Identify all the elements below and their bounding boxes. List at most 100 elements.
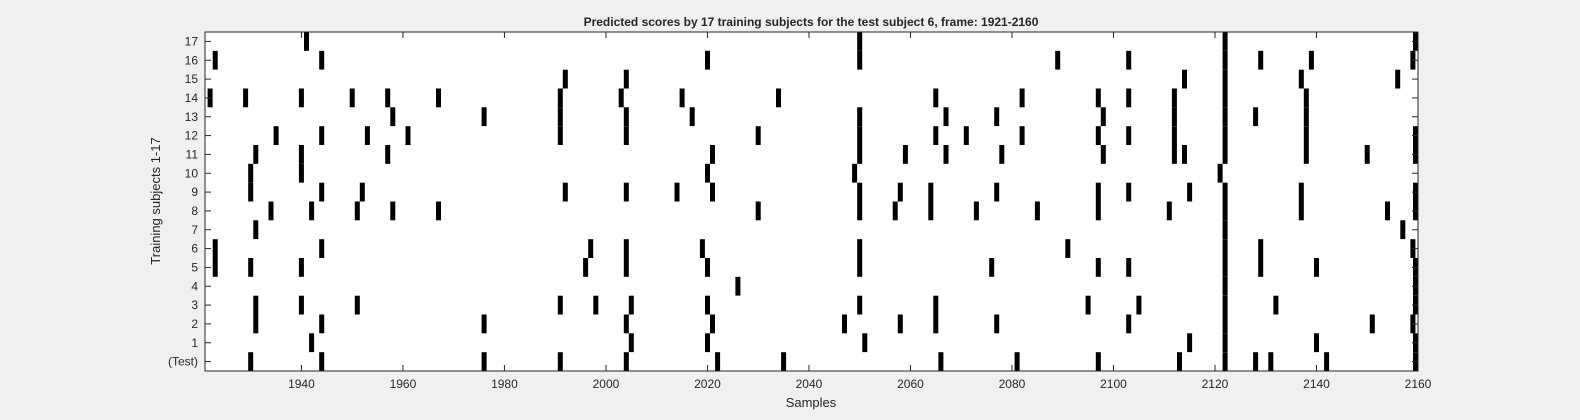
y-tick-label: 5 — [191, 260, 198, 274]
spike-mark — [298, 258, 304, 277]
y-tick-label: 14 — [185, 91, 199, 105]
x-tick-label: 2100 — [1100, 377, 1127, 391]
spike-mark — [623, 314, 629, 334]
spike-mark — [1222, 258, 1228, 277]
spike-mark — [857, 201, 863, 221]
spike-mark — [364, 126, 370, 145]
spike-mark — [1136, 295, 1142, 315]
spike-mark — [857, 32, 863, 51]
y-tick-label: 16 — [185, 53, 199, 67]
spike-mark — [1298, 69, 1304, 89]
spike-mark — [857, 239, 863, 258]
spike-mark — [390, 107, 396, 127]
spike-mark — [1222, 220, 1228, 240]
spike-mark — [212, 239, 218, 258]
spike-mark — [710, 314, 715, 334]
spike-mark — [1222, 239, 1228, 258]
spike-mark — [1303, 88, 1309, 108]
spike-mark — [309, 333, 315, 353]
spike-mark — [298, 145, 304, 164]
spike-mark — [1324, 352, 1330, 371]
spike-mark — [248, 163, 254, 183]
spike-mark — [933, 295, 939, 315]
spike-mark — [618, 88, 624, 108]
spike-mark — [623, 258, 629, 277]
spike-mark — [1222, 352, 1228, 371]
spike-mark — [1171, 126, 1177, 145]
spike-mark — [1364, 145, 1370, 164]
spike-mark — [1095, 88, 1101, 108]
spike-mark — [857, 126, 863, 145]
spike-mark — [1085, 295, 1091, 315]
spike-mark — [1222, 295, 1228, 315]
y-tick-label: 12 — [185, 129, 199, 143]
spike-mark — [319, 239, 325, 258]
spike-mark — [1100, 107, 1106, 127]
spike-mark — [1253, 352, 1259, 371]
raster-marks — [207, 32, 1418, 371]
spike-mark — [1222, 69, 1228, 89]
x-tick-label: 1940 — [288, 377, 315, 391]
spike-mark — [557, 352, 563, 371]
spike-mark — [1268, 352, 1274, 371]
spike-mark — [735, 276, 741, 296]
spike-mark — [1298, 201, 1304, 221]
spike-mark — [1126, 258, 1132, 277]
spike-mark — [857, 50, 863, 70]
spike-mark — [309, 201, 315, 221]
spike-mark — [842, 314, 847, 334]
spike-mark — [1171, 107, 1177, 127]
spike-mark — [1095, 182, 1101, 202]
spike-mark — [902, 145, 908, 164]
x-axis: 1940 1960 1980 2000 2020 2040 2060 2080 2100 2120… — [288, 32, 1432, 391]
spike-mark — [319, 352, 325, 371]
spike-mark — [1298, 182, 1304, 202]
spike-mark — [1222, 182, 1228, 202]
spike-mark — [273, 126, 279, 145]
x-tick-label: 2020 — [694, 377, 721, 391]
y-tick-label: 8 — [191, 204, 198, 218]
spike-mark — [1258, 50, 1264, 70]
spike-mark — [776, 88, 781, 108]
spike-mark — [1095, 201, 1101, 221]
spike-mark — [319, 126, 325, 145]
spike-mark — [1177, 352, 1182, 371]
spike-mark — [623, 107, 629, 127]
spike-mark — [593, 295, 599, 315]
y-tick-label: 9 — [191, 185, 198, 199]
spike-mark — [390, 201, 396, 221]
spike-mark — [628, 295, 634, 315]
spike-mark — [248, 352, 254, 371]
spike-mark — [755, 201, 761, 221]
spike-mark — [298, 295, 304, 315]
spike-mark — [705, 295, 710, 315]
spike-mark — [857, 107, 863, 127]
spike-mark — [857, 295, 863, 315]
spike-mark — [253, 314, 259, 334]
spike-mark — [436, 88, 441, 108]
spike-mark — [705, 258, 710, 277]
spike-mark — [304, 32, 309, 51]
y-tick-label: 17 — [185, 34, 199, 48]
spike-mark — [1095, 352, 1101, 371]
spike-mark — [349, 88, 355, 108]
y-tick-label: (Test) — [168, 355, 198, 369]
spike-mark — [1303, 145, 1309, 164]
spike-mark — [1217, 163, 1223, 183]
spike-mark — [243, 88, 249, 108]
spike-mark — [1171, 145, 1177, 164]
y-tick-label: 4 — [191, 279, 198, 293]
spike-mark — [1182, 69, 1187, 89]
spike-mark — [385, 145, 391, 164]
spike-mark — [999, 145, 1005, 164]
spike-mark — [557, 107, 563, 127]
spike-mark — [1095, 258, 1101, 277]
x-tick-label: 2120 — [1202, 377, 1229, 391]
y-tick-label: 3 — [191, 298, 198, 312]
spike-mark — [928, 201, 934, 221]
spike-mark — [436, 201, 441, 221]
spike-mark — [1222, 314, 1228, 334]
spike-mark — [1171, 88, 1177, 108]
